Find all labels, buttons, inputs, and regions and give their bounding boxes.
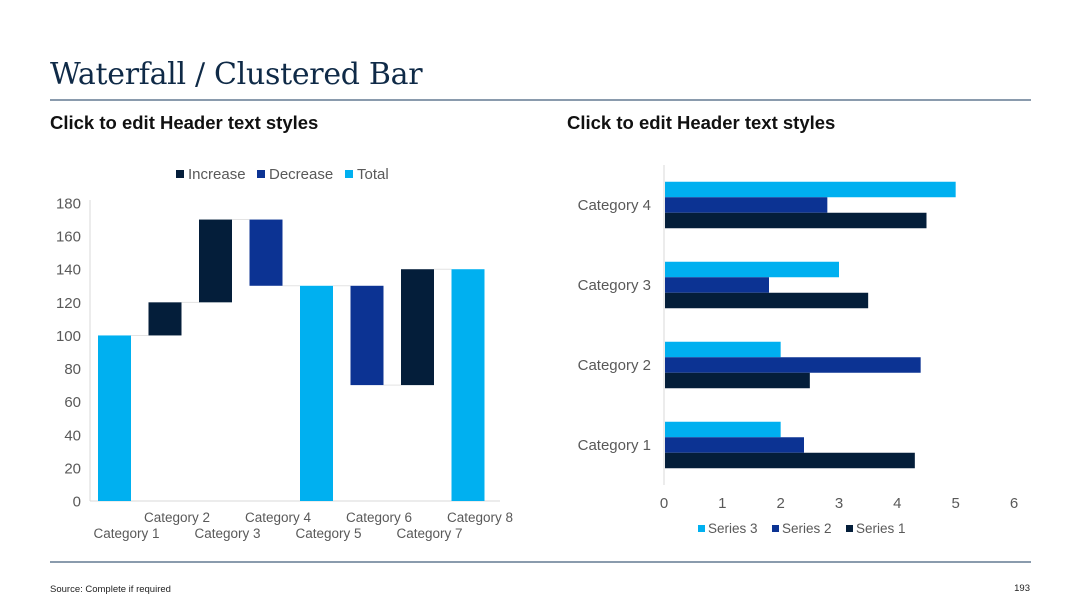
right-chart-header[interactable]: Click to edit Header text styles — [567, 112, 836, 133]
slide-title: Waterfall / Clustered Bar — [50, 57, 423, 92]
bar-x-tick-label: 6 — [1010, 495, 1018, 512]
bar-x-tick-label: 2 — [776, 495, 784, 512]
waterfall-x-tick-label: Category 1 — [93, 526, 159, 541]
footer-source: Source: Complete if required — [50, 584, 171, 595]
legend-swatch-series-2 — [772, 525, 779, 532]
bar-series-3[interactable] — [665, 341, 781, 358]
waterfall-y-tick-label: 60 — [64, 394, 81, 411]
legend-swatch-increase — [176, 170, 184, 178]
waterfall-bar-total[interactable] — [300, 285, 333, 501]
legend-label-increase[interactable]: Increase — [188, 166, 246, 183]
waterfall-bar-decrease[interactable] — [249, 219, 283, 286]
legend-swatch-total — [345, 170, 353, 178]
waterfall-y-tick-label: 120 — [56, 295, 81, 312]
title-divider — [50, 99, 1031, 101]
waterfall-y-tick-label: 100 — [56, 328, 81, 345]
bar-x-tick-label: 1 — [718, 495, 726, 512]
bar-series-2[interactable] — [665, 277, 769, 293]
waterfall-x-tick-label: Category 7 — [396, 526, 462, 541]
waterfall-y-tick-label: 140 — [56, 262, 81, 279]
waterfall-y-tick-label: 0 — [73, 494, 81, 511]
waterfall-y-tick-label: 180 — [56, 196, 81, 213]
left-chart-header[interactable]: Click to edit Header text styles — [50, 112, 319, 133]
clustered-bar-chart: 0 1 2 3 4 5 6 Category 1 Category 2 Category 3 Cat… — [578, 165, 1018, 536]
waterfall-x-tick-label: Category 3 — [194, 526, 260, 541]
waterfall-y-tick-label: 40 — [64, 427, 81, 444]
bar-x-tick-label: 3 — [835, 495, 843, 512]
legend-swatch-series-3 — [698, 525, 705, 532]
legend-label-series-3[interactable]: Series 3 — [708, 521, 758, 536]
bar-category-label: Category 4 — [578, 197, 651, 214]
legend-label-total[interactable]: Total — [357, 166, 389, 183]
bar-series-3[interactable] — [665, 421, 781, 438]
waterfall-bar-increase[interactable] — [199, 219, 232, 303]
bar-series-1[interactable] — [665, 212, 927, 229]
waterfall-x-tick-label: Category 6 — [346, 510, 412, 525]
legend-label-decrease[interactable]: Decrease — [269, 166, 333, 183]
bar-series-2[interactable] — [665, 437, 804, 453]
waterfall-bar-total[interactable] — [451, 269, 485, 501]
bar-series-3[interactable] — [665, 181, 956, 198]
bar-category-label: Category 1 — [578, 437, 651, 454]
bar-x-tick-label: 4 — [893, 495, 901, 512]
bar-category-label: Category 2 — [578, 357, 651, 374]
footer-divider — [50, 561, 1031, 563]
waterfall-x-tick-label: Category 2 — [144, 510, 210, 525]
bar-x-tick-label: 0 — [660, 495, 668, 512]
waterfall-y-tick-label: 80 — [64, 361, 81, 378]
waterfall-bar-increase[interactable] — [401, 269, 434, 386]
waterfall-y-tick-label: 20 — [64, 460, 81, 477]
waterfall-bar-total[interactable] — [98, 335, 131, 501]
waterfall-bar-increase[interactable] — [148, 302, 182, 336]
legend-swatch-decrease — [257, 170, 265, 178]
bar-series-1[interactable] — [665, 452, 915, 469]
legend-swatch-series-1 — [846, 525, 853, 532]
bar-series-2[interactable] — [665, 197, 828, 213]
bar-series-2[interactable] — [665, 357, 921, 373]
legend-label-series-2[interactable]: Series 2 — [782, 521, 832, 536]
waterfall-bar-decrease[interactable] — [350, 285, 384, 386]
legend-label-series-1[interactable]: Series 1 — [856, 521, 906, 536]
waterfall-x-tick-label: Category 5 — [295, 526, 361, 541]
waterfall-x-tick-label: Category 8 — [447, 510, 513, 525]
waterfall-y-tick-label: 160 — [56, 229, 81, 246]
bar-category-label: Category 3 — [578, 277, 651, 294]
bar-series-1[interactable] — [665, 372, 810, 389]
bar-x-tick-label: 5 — [951, 495, 959, 512]
waterfall-x-tick-label: Category 4 — [245, 510, 312, 525]
bar-series-1[interactable] — [665, 292, 869, 309]
page-number: 193 — [1014, 583, 1030, 594]
bar-series-3[interactable] — [665, 261, 839, 278]
